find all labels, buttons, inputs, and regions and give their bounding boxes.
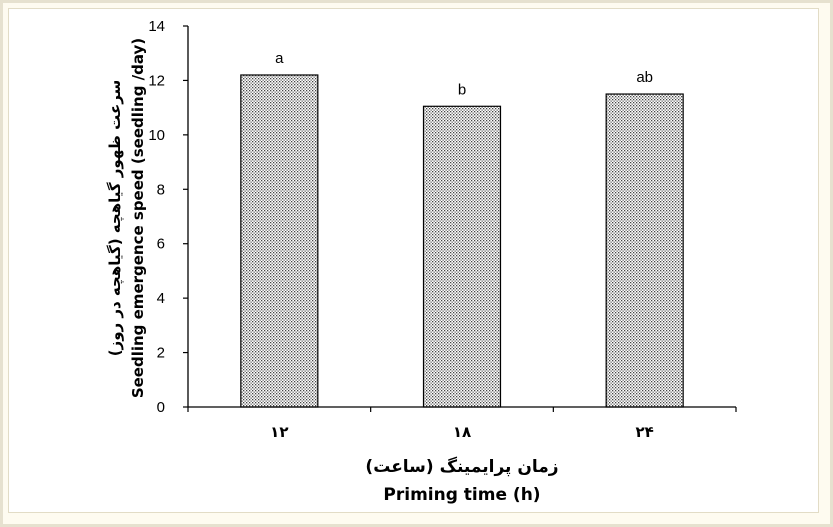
y-axis-title: Seedling emergence speed (seedling /day) — [129, 38, 147, 398]
y-axis-title-fa: سرعت ظهور گیاهچه (گیاهچه در روز) — [106, 80, 125, 357]
x-tick-label: ۱۲ — [270, 423, 288, 441]
bar-3 — [605, 93, 684, 408]
x-axis-title: Priming time (h) — [383, 485, 540, 505]
bar-1 — [240, 74, 319, 408]
y-tick-label: 10 — [148, 127, 165, 144]
bar-2 — [422, 105, 502, 408]
figure-panel — [8, 8, 819, 513]
x-axis-title-fa: زمان پرایمینگ (ساعت) — [365, 456, 558, 477]
y-tick-label: 0 — [157, 399, 165, 416]
bar-significance-label: ab — [636, 69, 653, 86]
y-tick-label: 12 — [148, 72, 165, 89]
bar-significance-label: b — [458, 81, 466, 98]
x-tick-label: ۲۴ — [636, 423, 654, 441]
y-tick-label: 14 — [148, 18, 165, 35]
bar-significance-label: a — [275, 50, 284, 67]
y-tick-label: 2 — [157, 345, 165, 362]
y-tick-label: 4 — [157, 290, 165, 307]
y-tick-label: 6 — [157, 236, 165, 253]
x-tick-label: ۱۸ — [453, 423, 471, 441]
y-tick-label: 8 — [157, 181, 165, 198]
